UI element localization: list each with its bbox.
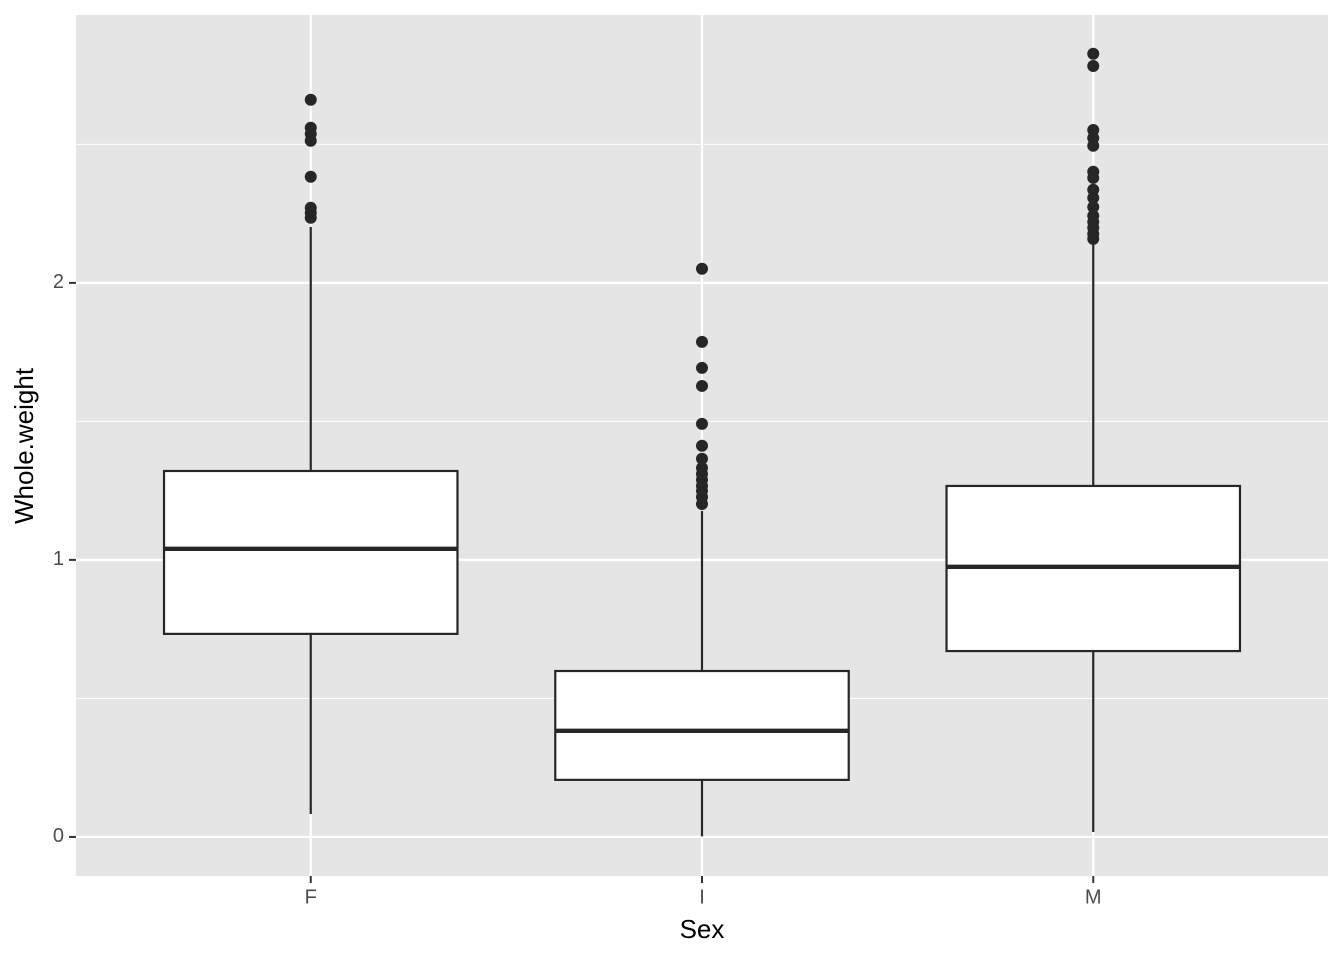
- y-tick-label: 1: [53, 548, 64, 570]
- outlier: [304, 93, 317, 106]
- box: [162, 469, 459, 635]
- outlier: [1087, 200, 1100, 213]
- outlier: [1087, 139, 1100, 152]
- box: [554, 669, 850, 781]
- x-axis-title: Sex: [680, 914, 725, 944]
- outlier: [696, 417, 708, 430]
- outlier: [696, 452, 708, 465]
- outlier: [304, 211, 317, 224]
- outlier: [696, 335, 708, 348]
- y-axis-title: Whole.weight: [9, 367, 39, 524]
- outlier: [696, 262, 708, 275]
- outlier: [304, 170, 317, 183]
- outlier: [696, 361, 708, 374]
- y-tick-label: 0: [53, 825, 64, 847]
- outlier: [696, 497, 708, 510]
- outlier: [696, 439, 708, 452]
- outlier: [696, 379, 708, 392]
- y-tick-label: 2: [53, 271, 64, 293]
- outlier: [1087, 59, 1100, 72]
- outlier: [1087, 232, 1100, 245]
- outlier: [304, 134, 317, 147]
- x-tick-label: I: [699, 886, 705, 908]
- x-tick-label: F: [305, 886, 317, 908]
- outlier: [1087, 171, 1100, 184]
- x-tick-label: M: [1085, 886, 1102, 908]
- outlier: [1087, 191, 1100, 204]
- outlier: [1087, 47, 1100, 60]
